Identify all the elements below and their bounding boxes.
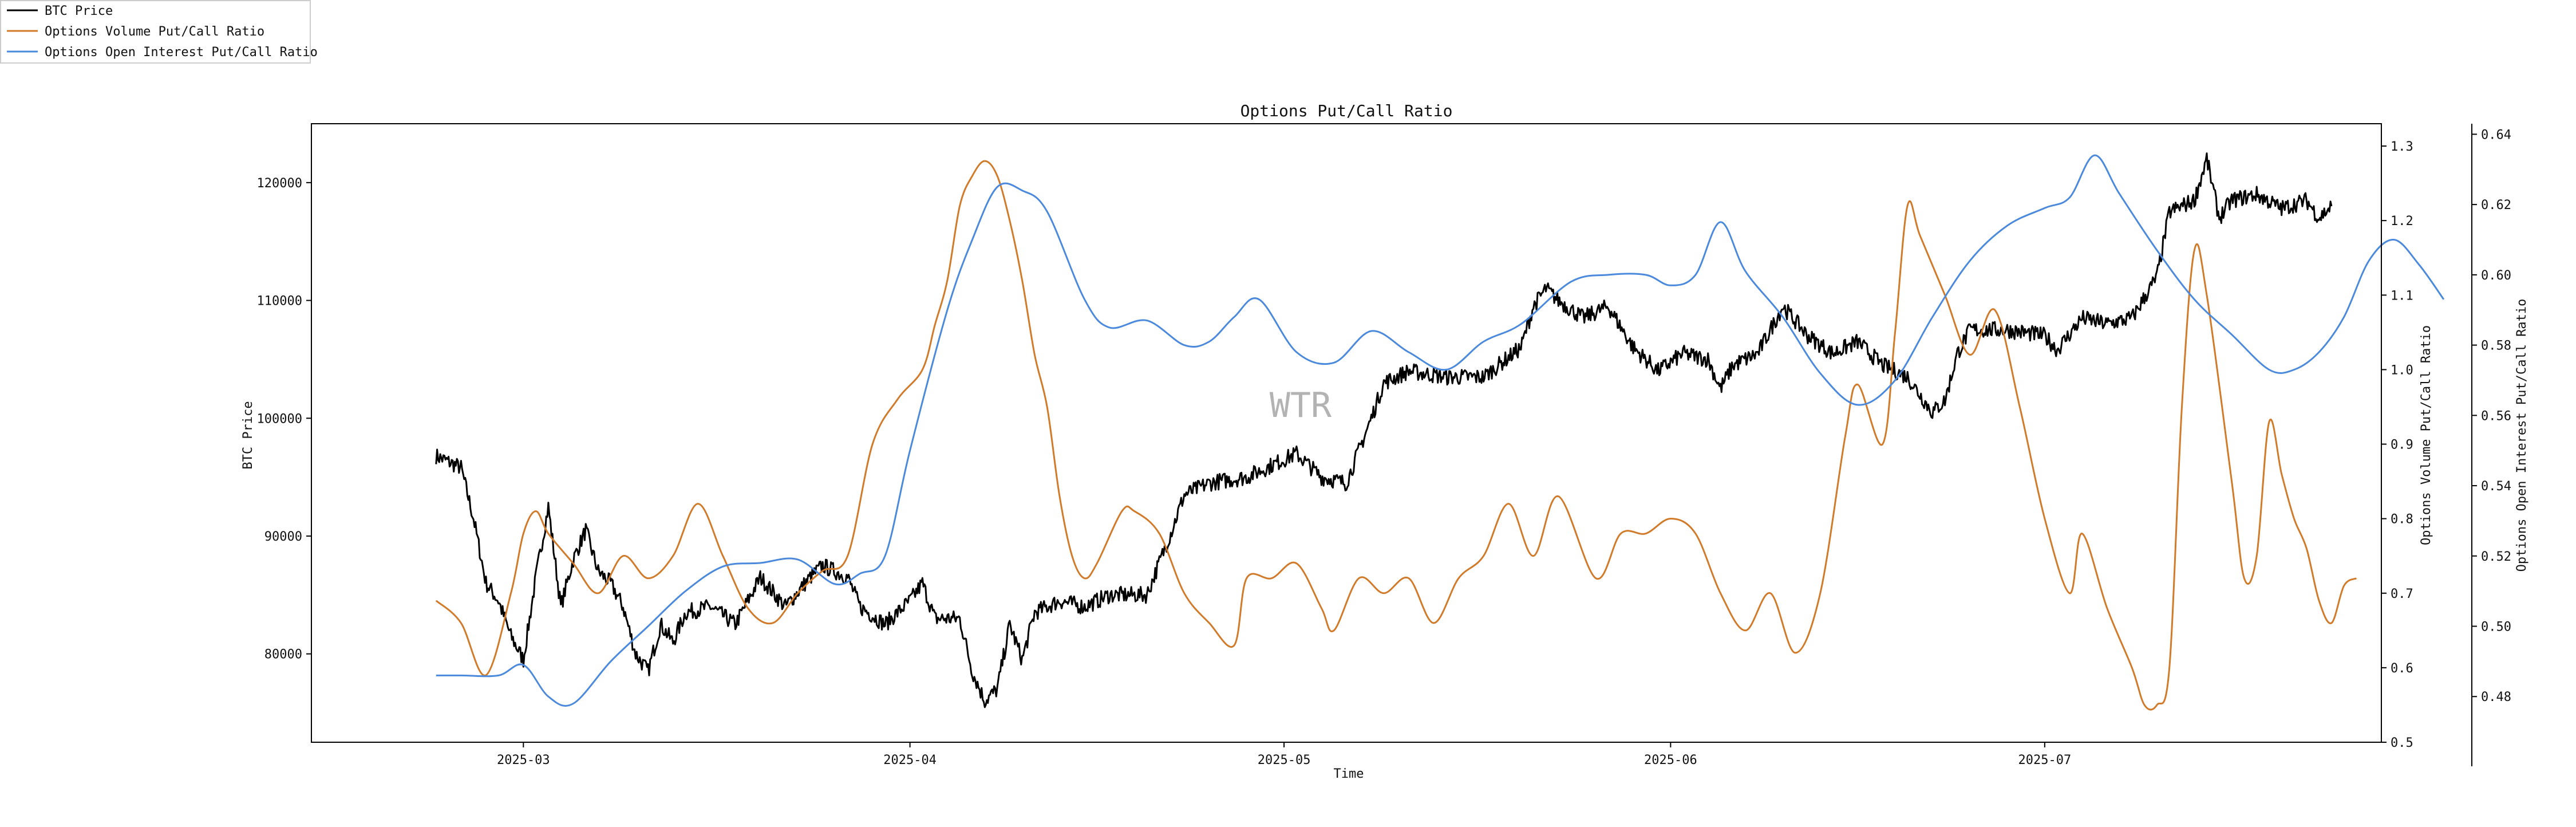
series-line-options-open-interest-put-call-ratio [436,154,2445,707]
series-layer [435,152,2445,711]
y-right1-tick-label-0-8: 0.8 [2391,513,2413,527]
y-right2-tick-label-0-54: 0.54 [2481,479,2511,494]
y-left-tick-label-110000: 110000 [257,294,302,309]
series-line-options-volume-put-call-ratio [435,160,2357,711]
y-right2-tick-label-0-56: 0.56 [2481,409,2511,423]
y-right2-tick-label-0-64: 0.64 [2481,128,2511,142]
y-right2-tick-label-0-52: 0.52 [2481,550,2511,564]
y-right1-tick-label-0-7: 0.7 [2391,587,2413,601]
y-right2-tick-label-0-62: 0.62 [2481,198,2511,212]
y-left-tick-label-100000: 100000 [257,412,302,426]
y-right1-tick-label-0-6: 0.6 [2391,661,2413,676]
x-axis: 2025-03 2025-04 2025-05 2025-06 2025-07 [497,742,2071,767]
y-axis-right-open-interest: 0.48 0.50 0.52 0.54 0.56 0.58 0.60 0.62 0.64 [2472,128,2511,704]
y-axis-left: 80000 90000 100000 110000 120000 [257,176,311,662]
x-tick-label-2025-06: 2025-06 [1644,753,1697,767]
y-right2-tick-label-0-60: 0.60 [2481,269,2511,283]
y-axis-right-open-interest-label: Options Open Interest Put/Call Ratio [2515,299,2529,572]
series-line-btc-price [435,152,2333,708]
x-tick-label-2025-07: 2025-07 [2018,753,2071,767]
y-left-tick-label-90000: 90000 [264,530,302,544]
y-right1-tick-label-1-0: 1.0 [2391,363,2413,377]
x-tick-label-2025-04: 2025-04 [883,753,937,767]
chart-title: Options Put/Call Ratio [1240,101,1453,120]
x-tick-label-2025-03: 2025-03 [497,753,550,767]
y-left-tick-label-120000: 120000 [257,176,302,191]
x-tick-label-2025-05: 2025-05 [1258,753,1311,767]
y-axis-right-volume-label: Options Volume Put/Call Ratio [2419,325,2433,545]
plot-frame [311,123,2382,743]
watermark: WTR [1270,385,1332,426]
y-left-tick-label-80000: 80000 [264,648,302,662]
y-axis-right-volume: 0.5 0.6 0.7 0.8 0.9 1.0 1.1 1.2 1.3 [2381,140,2413,750]
y-right1-tick-label-0-9: 0.9 [2391,438,2413,452]
y-right2-tick-label-0-50: 0.50 [2481,620,2511,635]
y-right2-tick-label-0-58: 0.58 [2481,339,2511,353]
x-axis-label: Time [1334,767,1364,781]
legend-label-volume-ratio: Options Volume Put/Call Ratio [45,25,264,39]
y-right2-tick-label-0-48: 0.48 [2481,690,2511,704]
legend-label-btc-price: BTC Price [45,4,113,18]
legend-frame [0,0,311,64]
y-axis-left-label: BTC Price [241,401,255,469]
legend-label-oi-ratio: Options Open Interest Put/Call Ratio [45,45,318,60]
y-right1-tick-label-0-5: 0.5 [2391,736,2413,750]
legend: BTC Price Options Volume Put/Call Ratio … [0,0,318,64]
y-right1-tick-label-1-1: 1.1 [2391,289,2413,303]
y-right1-tick-label-1-3: 1.3 [2391,140,2413,154]
y-right1-tick-label-1-2: 1.2 [2391,214,2413,229]
